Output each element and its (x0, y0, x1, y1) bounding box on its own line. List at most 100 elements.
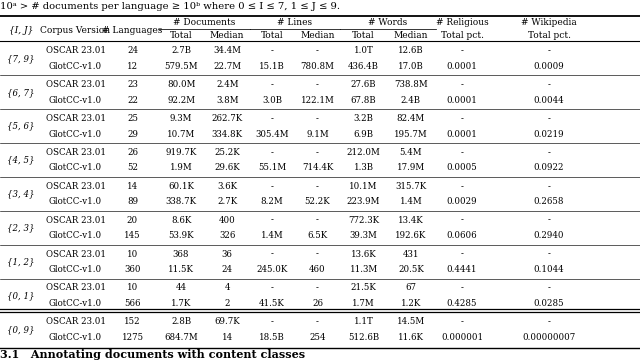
Text: 44: 44 (175, 284, 187, 292)
Text: 0.4441: 0.4441 (447, 265, 477, 274)
Text: -: - (316, 284, 319, 292)
Text: 67: 67 (405, 284, 417, 292)
Text: -: - (461, 114, 463, 123)
Text: 14: 14 (221, 333, 233, 342)
Text: -: - (461, 46, 463, 55)
Text: 10.1M: 10.1M (349, 182, 378, 191)
Text: 0.0219: 0.0219 (534, 130, 564, 139)
Text: 8.6K: 8.6K (171, 215, 191, 225)
Text: -: - (271, 148, 273, 157)
Text: 1.7M: 1.7M (352, 299, 375, 308)
Text: 23: 23 (127, 80, 138, 89)
Text: # Lines: # Lines (277, 18, 312, 27)
Text: Median: Median (300, 31, 335, 40)
Text: 212.0M: 212.0M (347, 148, 380, 157)
Text: 6.9B: 6.9B (353, 130, 374, 139)
Text: # Languages: # Languages (102, 26, 163, 35)
Text: OSCAR 23.01: OSCAR 23.01 (45, 148, 106, 157)
Text: -: - (461, 148, 463, 157)
Text: 3.2B: 3.2B (353, 114, 374, 123)
Text: -: - (271, 182, 273, 191)
Text: 27.6B: 27.6B (351, 80, 376, 89)
Text: 17.0B: 17.0B (398, 62, 424, 71)
Text: 1.0T: 1.0T (353, 46, 374, 55)
Text: 15.1B: 15.1B (259, 62, 285, 71)
Text: 2: 2 (225, 299, 230, 308)
Text: 315.7K: 315.7K (396, 182, 426, 191)
Text: -: - (461, 215, 463, 225)
Text: -: - (271, 284, 273, 292)
Text: 1.7K: 1.7K (171, 299, 191, 308)
Text: -: - (316, 317, 319, 326)
Text: OSCAR 23.01: OSCAR 23.01 (45, 182, 106, 191)
Text: 36: 36 (222, 249, 232, 258)
Text: -: - (316, 249, 319, 258)
Text: 92.2M: 92.2M (167, 96, 195, 104)
Text: 2.4M: 2.4M (216, 80, 239, 89)
Text: 17.9M: 17.9M (397, 163, 425, 173)
Text: 26: 26 (127, 148, 138, 157)
Text: Total: Total (352, 31, 375, 40)
Text: 20.5K: 20.5K (398, 265, 424, 274)
Text: -: - (271, 317, 273, 326)
Text: GlotCC-v1.0: GlotCC-v1.0 (49, 197, 102, 206)
Text: 145: 145 (124, 231, 141, 240)
Text: {6, 7}: {6, 7} (8, 88, 35, 97)
Text: OSCAR 23.01: OSCAR 23.01 (45, 114, 106, 123)
Text: GlotCC-v1.0: GlotCC-v1.0 (49, 333, 102, 342)
Text: 431: 431 (403, 249, 419, 258)
Text: OSCAR 23.01: OSCAR 23.01 (45, 80, 106, 89)
Text: 360: 360 (124, 265, 141, 274)
Text: GlotCC-v1.0: GlotCC-v1.0 (49, 130, 102, 139)
Text: 0.2658: 0.2658 (534, 197, 564, 206)
Text: 0.0922: 0.0922 (534, 163, 564, 173)
Text: 29: 29 (127, 130, 138, 139)
Text: 9.1M: 9.1M (306, 130, 329, 139)
Text: 26: 26 (312, 299, 323, 308)
Text: 0.0009: 0.0009 (534, 62, 564, 71)
Text: 67.8B: 67.8B (351, 96, 376, 104)
Text: 5.4M: 5.4M (399, 148, 422, 157)
Text: 25: 25 (127, 114, 138, 123)
Text: 22.7M: 22.7M (213, 62, 241, 71)
Text: GlotCC-v1.0: GlotCC-v1.0 (49, 299, 102, 308)
Text: 0.0005: 0.0005 (447, 163, 477, 173)
Text: -: - (461, 284, 463, 292)
Text: 0.4285: 0.4285 (447, 299, 477, 308)
Text: 368: 368 (173, 249, 189, 258)
Text: 20: 20 (127, 215, 138, 225)
Text: 772.3K: 772.3K (348, 215, 379, 225)
Text: Corpus Version: Corpus Version (40, 26, 111, 35)
Text: -: - (461, 80, 463, 89)
Text: OSCAR 23.01: OSCAR 23.01 (45, 249, 106, 258)
Text: 9.3M: 9.3M (170, 114, 192, 123)
Text: -: - (548, 249, 550, 258)
Text: 6.5K: 6.5K (307, 231, 328, 240)
Text: 0.2940: 0.2940 (534, 231, 564, 240)
Text: {2, 3}: {2, 3} (8, 223, 35, 232)
Text: -: - (271, 114, 273, 123)
Text: -: - (271, 215, 273, 225)
Text: 195.7M: 195.7M (394, 130, 428, 139)
Text: -: - (548, 46, 550, 55)
Text: 334.8K: 334.8K (212, 130, 243, 139)
Text: 1.4M: 1.4M (399, 197, 422, 206)
Text: 60.1K: 60.1K (168, 182, 194, 191)
Text: 0.0285: 0.0285 (534, 299, 564, 308)
Text: 1.3B: 1.3B (353, 163, 374, 173)
Text: -: - (461, 249, 463, 258)
Text: 0.00000007: 0.00000007 (522, 333, 576, 342)
Text: -: - (316, 182, 319, 191)
Text: 245.0K: 245.0K (256, 265, 288, 274)
Text: {5, 6}: {5, 6} (8, 122, 35, 131)
Text: 24: 24 (221, 265, 233, 274)
Text: GlotCC-v1.0: GlotCC-v1.0 (49, 265, 102, 274)
Text: -: - (548, 80, 550, 89)
Text: 460: 460 (309, 265, 326, 274)
Text: GlotCC-v1.0: GlotCC-v1.0 (49, 163, 102, 173)
Text: -: - (316, 148, 319, 157)
Text: 3.8M: 3.8M (216, 96, 239, 104)
Text: 152: 152 (124, 317, 141, 326)
Text: 11.3M: 11.3M (349, 265, 378, 274)
Text: -: - (548, 317, 550, 326)
